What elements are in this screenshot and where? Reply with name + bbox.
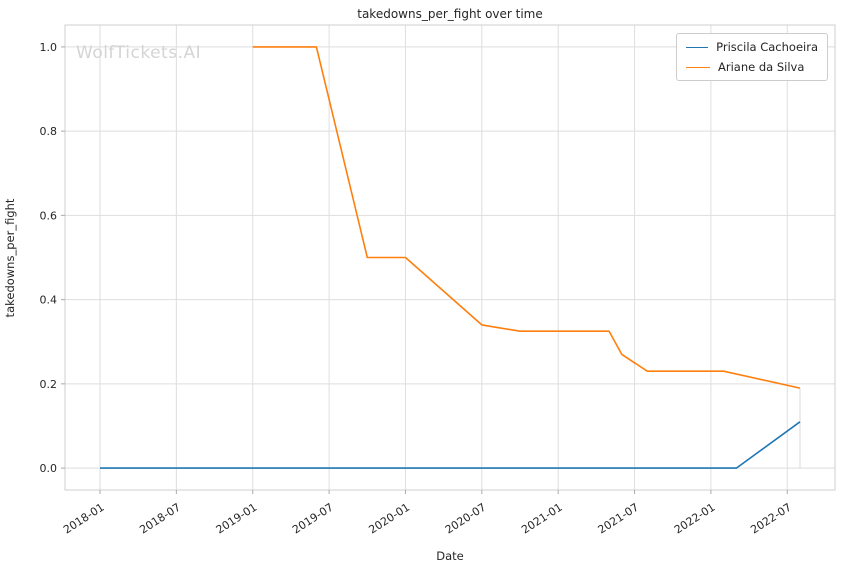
legend-label: Priscila Cachoeira — [716, 40, 818, 54]
series-line — [252, 46, 801, 389]
legend-label: Ariane da Silva — [718, 60, 805, 74]
y-tick-label: 0.0 — [40, 462, 58, 475]
chart-title: takedowns_per_fight over time — [357, 7, 543, 21]
x-tick-label: 2020-07 — [443, 501, 489, 537]
y-tick-label: 0.2 — [40, 378, 58, 391]
legend-item: Ariane da Silva — [686, 60, 818, 74]
watermark: WolfTickets.AI — [76, 43, 202, 63]
legend-line-sample — [686, 46, 709, 48]
x-tick-label: 2018-07 — [137, 501, 183, 537]
legend-line-sample — [686, 66, 710, 68]
x-tick-label: 2022-01 — [672, 501, 718, 537]
x-tick-label: 2021-07 — [596, 501, 642, 537]
x-tick-label: 2021-01 — [519, 501, 565, 537]
y-tick-label: 0.8 — [40, 125, 58, 138]
x-tick-label: 2022-07 — [748, 501, 794, 537]
y-axis-label: takedowns_per_fight — [3, 198, 17, 318]
x-tick-label: 2018-01 — [61, 501, 107, 537]
legend-item: Priscila Cachoeira — [686, 40, 818, 54]
y-tick-label: 0.6 — [40, 209, 58, 222]
plot-frame — [64, 24, 836, 491]
y-tick-label: 1.0 — [40, 41, 58, 54]
x-tick-label: 2020-01 — [366, 501, 412, 537]
legend: Priscila Cachoeira Ariane da Silva — [676, 33, 828, 81]
x-tick-label: 2019-07 — [290, 501, 336, 537]
series-line — [100, 421, 801, 469]
y-tick-label: 0.4 — [40, 294, 58, 307]
x-tick-label: 2019-01 — [214, 501, 260, 537]
x-axis-label: Date — [436, 549, 464, 563]
